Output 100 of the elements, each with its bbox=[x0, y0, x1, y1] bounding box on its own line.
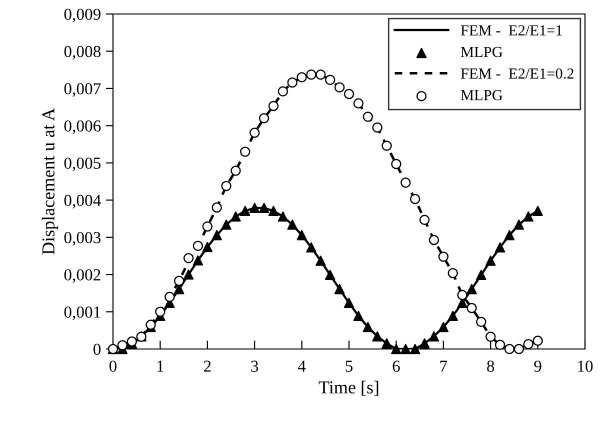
point bbox=[258, 113, 270, 124]
point bbox=[494, 340, 506, 350]
point bbox=[428, 234, 440, 246]
point bbox=[117, 340, 128, 350]
point bbox=[353, 98, 364, 108]
point bbox=[353, 310, 364, 321]
point bbox=[438, 252, 449, 262]
x-tick-label: 3 bbox=[251, 360, 258, 372]
y-tick-label: 0,004 bbox=[64, 194, 101, 208]
y-tick-label: 0,009 bbox=[64, 8, 101, 22]
y-tick-label: 0,007 bbox=[64, 83, 101, 97]
point bbox=[419, 214, 430, 225]
point bbox=[287, 220, 298, 230]
point bbox=[334, 82, 345, 92]
point bbox=[372, 122, 382, 133]
y-tick-label: 0,006 bbox=[64, 120, 101, 134]
point bbox=[532, 206, 543, 216]
point bbox=[221, 180, 232, 192]
point bbox=[382, 140, 392, 151]
point bbox=[476, 316, 486, 327]
x-tick-label: 1 bbox=[158, 360, 164, 372]
point bbox=[514, 220, 524, 230]
point bbox=[230, 166, 241, 176]
point bbox=[466, 302, 477, 314]
x-tick-label: 9 bbox=[534, 360, 542, 372]
point bbox=[155, 306, 166, 317]
point bbox=[296, 230, 307, 240]
point bbox=[523, 211, 534, 222]
point bbox=[400, 344, 411, 354]
point bbox=[287, 77, 298, 88]
x-tick-label: 0 bbox=[109, 360, 117, 372]
point bbox=[192, 255, 204, 266]
legend-label: FEM - E2/E1=0.2 bbox=[460, 68, 574, 79]
point bbox=[174, 276, 184, 286]
y-tick-label: 0,008 bbox=[64, 46, 101, 60]
y-axis-title: Displacement u at A bbox=[42, 108, 58, 254]
point bbox=[476, 270, 486, 280]
point bbox=[212, 230, 222, 240]
point bbox=[391, 344, 402, 354]
y-tick-label: 0,003 bbox=[64, 232, 101, 246]
point bbox=[296, 72, 307, 82]
point bbox=[316, 70, 326, 80]
x-tick-label: 6 bbox=[392, 360, 400, 372]
x-axis-title: Time [s] bbox=[318, 380, 378, 396]
point bbox=[192, 240, 204, 252]
point bbox=[344, 298, 354, 308]
point bbox=[448, 310, 458, 321]
point bbox=[362, 112, 374, 122]
point bbox=[164, 292, 175, 302]
point bbox=[183, 269, 194, 280]
point bbox=[494, 242, 506, 253]
y-tick-label: 0,005 bbox=[64, 158, 101, 172]
point bbox=[278, 86, 288, 97]
point bbox=[202, 221, 213, 232]
point bbox=[485, 332, 496, 342]
point bbox=[306, 242, 316, 253]
x-tick-label: 7 bbox=[440, 360, 448, 372]
point bbox=[391, 158, 402, 170]
point bbox=[183, 253, 194, 264]
point bbox=[400, 177, 411, 188]
point bbox=[438, 322, 449, 332]
point bbox=[324, 74, 336, 86]
point bbox=[268, 206, 279, 216]
point bbox=[457, 290, 468, 300]
point bbox=[324, 270, 336, 280]
legend-label: MLPG bbox=[460, 46, 502, 58]
point bbox=[278, 211, 288, 222]
point bbox=[410, 194, 420, 204]
y-tick-label: 0,002 bbox=[64, 269, 100, 283]
point bbox=[146, 320, 156, 330]
point bbox=[240, 146, 250, 157]
x-tick-label: 2 bbox=[204, 360, 211, 372]
point bbox=[466, 284, 477, 294]
legend-label: FEM - E2/E1=1 bbox=[460, 25, 562, 36]
x-tick-label: 10 bbox=[578, 360, 593, 372]
point bbox=[249, 128, 260, 138]
point bbox=[362, 322, 374, 332]
point bbox=[485, 256, 496, 266]
point bbox=[221, 220, 232, 230]
point bbox=[258, 202, 270, 214]
x-tick-label: 8 bbox=[487, 360, 494, 372]
point bbox=[428, 331, 440, 342]
point bbox=[249, 202, 260, 214]
point bbox=[410, 344, 420, 354]
point bbox=[212, 202, 222, 213]
point bbox=[372, 331, 382, 342]
point bbox=[448, 268, 458, 278]
point bbox=[382, 338, 392, 349]
point bbox=[419, 338, 430, 349]
point bbox=[316, 256, 326, 266]
point bbox=[523, 339, 534, 350]
point bbox=[230, 211, 241, 222]
point bbox=[344, 88, 354, 100]
point bbox=[240, 206, 250, 216]
x-tick-label: 4 bbox=[298, 360, 306, 372]
point bbox=[504, 344, 515, 354]
point bbox=[306, 70, 316, 80]
point bbox=[202, 242, 213, 252]
legend-label: MLPG bbox=[460, 90, 502, 100]
y-tick-label: 0,001 bbox=[64, 306, 100, 320]
